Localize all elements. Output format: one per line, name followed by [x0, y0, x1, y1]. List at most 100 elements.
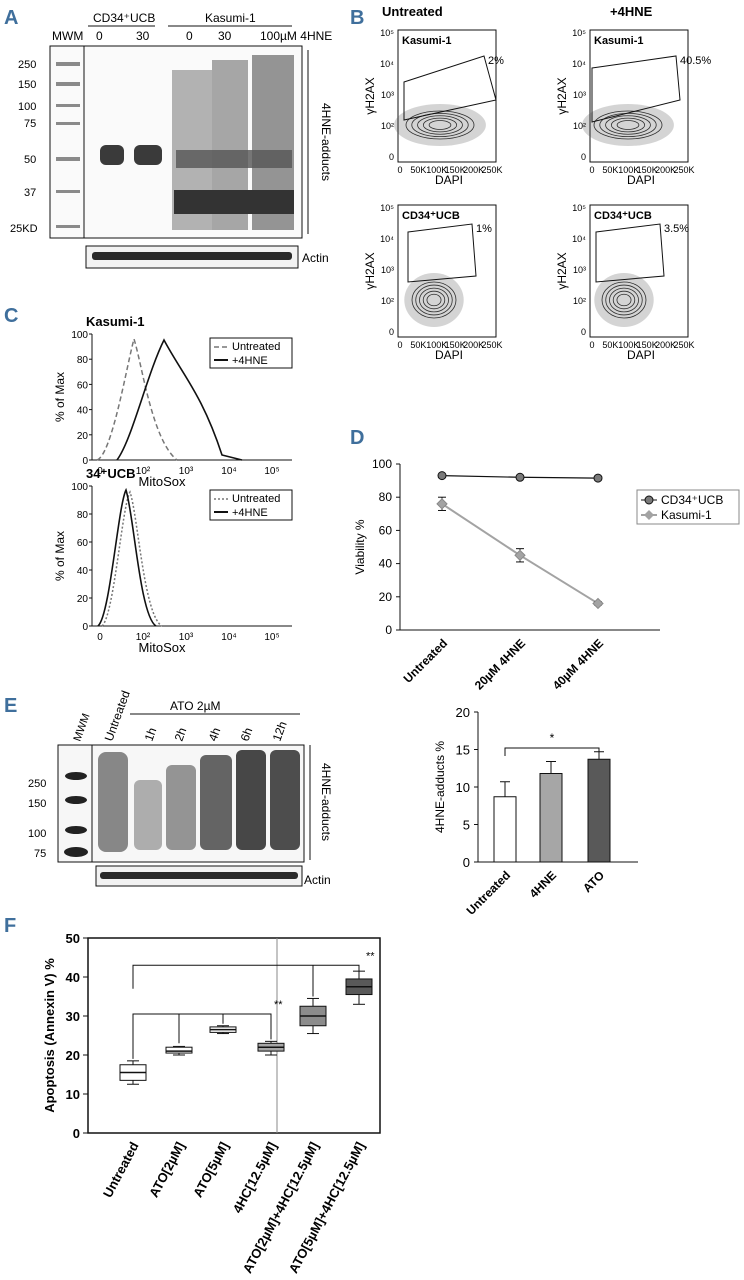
marker-labels-e: 250 150 100 75: [28, 778, 46, 860]
marker-25kd: 25KD: [10, 223, 38, 235]
y-tick-label: 10³: [381, 90, 394, 100]
contour-ring: [415, 284, 453, 316]
y-tick-label: 50: [66, 931, 80, 946]
adducts-bar-chart: 20 15 10 5 0 4HNE-adducts % Untreated 4HNE ATO *: [433, 705, 638, 918]
contour-ring: [616, 120, 640, 130]
contour-ring: [422, 117, 458, 133]
contour-ring: [411, 281, 457, 319]
western-blot-a: CD34⁺UCB Kasumi-1 MWM 0 30 0 30 100µM 4H…: [10, 11, 333, 269]
lane-label-4: 30: [218, 29, 232, 43]
y-tick-label: 100: [372, 457, 392, 471]
event-cloud: [594, 273, 654, 327]
marker-250: 250: [18, 59, 36, 71]
y-tick-label: 0: [82, 622, 88, 633]
contour-ring: [417, 115, 463, 135]
lane-e-untreated: Untreated: [102, 689, 133, 743]
gate-percent: 2%: [488, 55, 504, 67]
panel-label-a: A: [4, 7, 18, 29]
y-tick-label: 30: [66, 1009, 80, 1024]
y-tick-label: 0: [389, 152, 394, 162]
y-tick-label: 60: [77, 380, 89, 391]
y-tick-label: 15: [456, 743, 470, 758]
x-axis-title: DAPI: [627, 173, 655, 187]
y-tick-label: 10³: [381, 265, 394, 275]
lane-e-2h: 2h: [172, 726, 190, 743]
contour-ring: [405, 110, 475, 140]
col-title-4hne: +4HNE: [610, 4, 653, 19]
gate: [591, 55, 681, 123]
y-axis-title: Apoptosis (Annexin V) %: [42, 958, 57, 1113]
event-cloud: [394, 104, 486, 146]
legend-box: [209, 337, 293, 369]
gate-percent: 1%: [476, 223, 492, 235]
x-tick-label: 0: [589, 165, 594, 175]
y-tick-label: 60: [77, 538, 89, 549]
x-tick-label: 150K: [445, 165, 466, 175]
y-tick-label: 80: [77, 355, 89, 366]
event-cloud: [582, 104, 674, 146]
y-tick-label: 40: [77, 566, 89, 577]
flow-plot-sample: CD34⁺UCB: [594, 210, 652, 222]
y-tick-label: 10: [456, 780, 470, 795]
ladder-bands-e: [64, 772, 88, 857]
y-axis-title: γH2AX: [363, 77, 377, 114]
data-point: [436, 498, 448, 510]
x-tick-label: 250K: [481, 165, 502, 175]
contour-ring: [605, 284, 643, 316]
gate: [403, 55, 497, 121]
y-tick-label: 10⁵: [572, 203, 586, 213]
x-tick-label: 0: [589, 340, 594, 350]
legend-marker: [644, 510, 654, 520]
x-axis-title: DAPI: [627, 348, 655, 362]
y-tick-label: 20: [77, 594, 89, 605]
legend-label: CD34⁺UCB: [661, 493, 723, 507]
contour-ring: [616, 293, 632, 307]
x-tick-label: 150K: [445, 340, 466, 350]
gate-percent: 3.5%: [664, 223, 689, 235]
y-tick-label: 40: [77, 406, 89, 417]
x-category-label: Untreated: [401, 636, 451, 686]
y-axis-title: Viability %: [353, 519, 367, 574]
y-tick-label: 10²: [573, 121, 586, 131]
x-category-label: Untreated: [464, 868, 514, 918]
lane-label-5: 100µM 4HNE: [260, 29, 332, 43]
y-tick-label: 10⁴: [380, 234, 394, 244]
data-point: [514, 549, 526, 562]
panel-label-b: B: [350, 7, 364, 29]
adducts-label-e: 4HNE-adducts: [319, 763, 333, 841]
y-tick-label: 10³: [573, 90, 586, 100]
ladder-bands: [56, 62, 80, 228]
x-tick-label: 50K: [410, 165, 426, 175]
x-category-label: ATO[5µM]: [190, 1139, 232, 1199]
x-tick-label: 10⁵: [264, 632, 279, 643]
event-cloud: [404, 273, 464, 327]
y-tick-label: 10⁵: [380, 203, 394, 213]
y-axis-title: % of Max: [53, 531, 67, 581]
x-axis-title: MitoSox: [139, 640, 186, 655]
y-tick-label: 60: [379, 523, 393, 537]
contour-ring: [426, 293, 442, 307]
x-category-label: ATO[2µM]: [146, 1139, 188, 1199]
x-tick-label: 10²: [136, 632, 151, 643]
contour-ring: [593, 110, 663, 140]
marker-50: 50: [24, 154, 36, 166]
panel-label-d: D: [350, 427, 364, 449]
bar: [587, 758, 611, 863]
histogram-title: Kasumi-1: [86, 314, 145, 329]
x-tick-label: 100K: [618, 165, 639, 175]
histogram-untreated-curve: [101, 490, 163, 627]
x-tick-label: 150K: [637, 340, 658, 350]
y-tick-label: 20: [379, 590, 393, 604]
x-category-label: Untreated: [100, 1139, 142, 1200]
marker-150: 150: [18, 79, 36, 91]
x-tick-label: 200K: [655, 340, 676, 350]
significance-mark: **: [274, 999, 283, 1011]
lane-e-4h: 4h: [206, 726, 224, 743]
y-tick-label: 80: [77, 510, 89, 521]
histogram-untreated-curve: [96, 336, 178, 461]
marker-100: 100: [18, 101, 36, 113]
y-tick-label: 10³: [573, 265, 586, 275]
y-axis-title: % of Max: [53, 372, 67, 422]
mwm-label: MWM: [52, 29, 83, 43]
y-tick-label: 10²: [573, 296, 586, 306]
